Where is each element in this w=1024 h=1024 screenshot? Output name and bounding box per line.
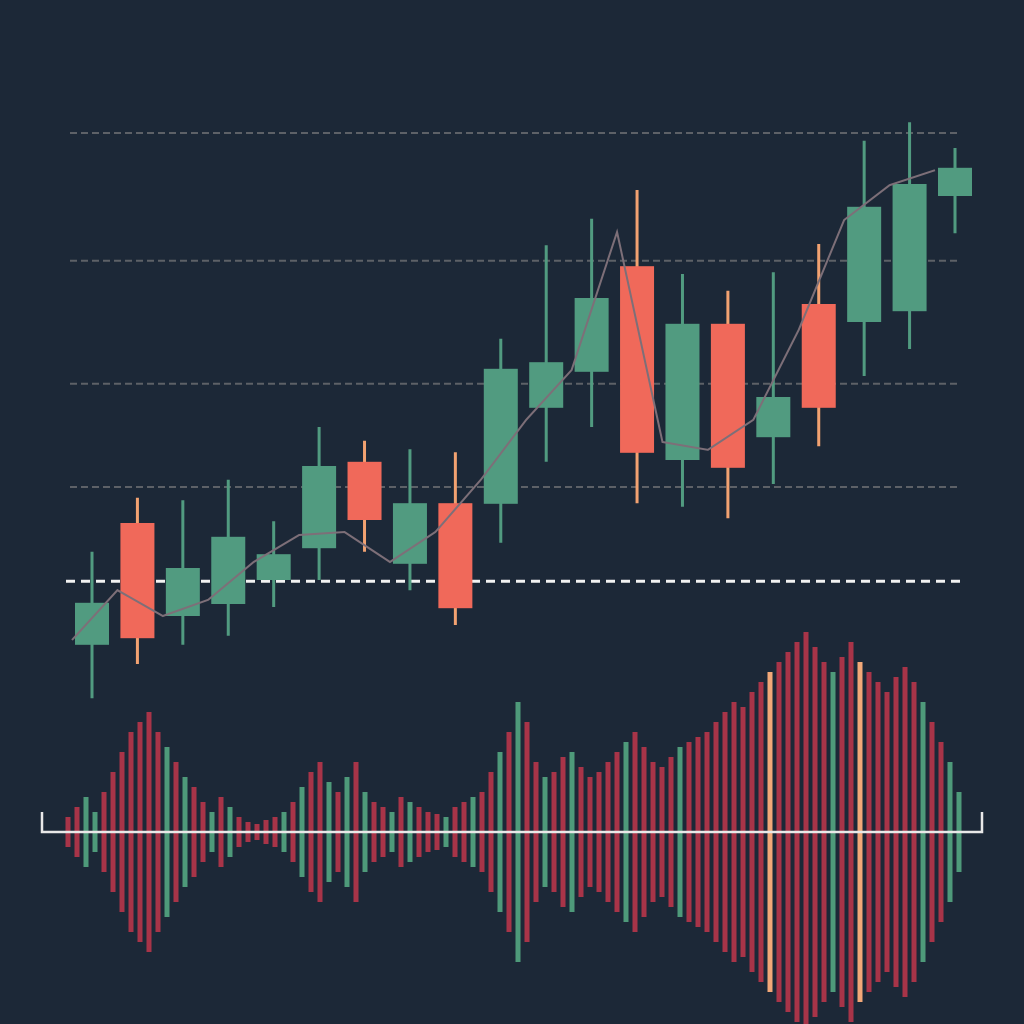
candle-body xyxy=(256,554,291,580)
candle xyxy=(801,244,836,447)
candle-body xyxy=(665,323,700,460)
candle-body xyxy=(710,323,745,468)
moving-average-line xyxy=(71,169,936,641)
candle xyxy=(620,190,655,504)
candle-body xyxy=(620,266,655,453)
candle xyxy=(847,140,882,376)
candle xyxy=(256,521,291,607)
candle xyxy=(938,148,972,234)
candle-body xyxy=(347,461,382,520)
candle-body xyxy=(392,503,427,564)
volume-bar xyxy=(803,632,809,1024)
candle-body xyxy=(483,368,518,504)
candle-body xyxy=(892,184,927,312)
candle-body xyxy=(75,602,109,645)
candle xyxy=(574,218,609,427)
candle xyxy=(120,497,155,664)
candle-body xyxy=(302,466,337,549)
candle xyxy=(75,551,109,699)
candle xyxy=(347,440,382,552)
candle xyxy=(392,449,427,591)
candle-body xyxy=(847,206,882,322)
candle-body xyxy=(120,523,155,639)
volume-baseline xyxy=(40,812,984,834)
candle-body xyxy=(938,167,972,196)
candle xyxy=(483,338,518,543)
candle-body xyxy=(438,503,473,609)
candle-body xyxy=(801,304,836,408)
candle xyxy=(892,122,927,349)
candle xyxy=(665,274,700,507)
